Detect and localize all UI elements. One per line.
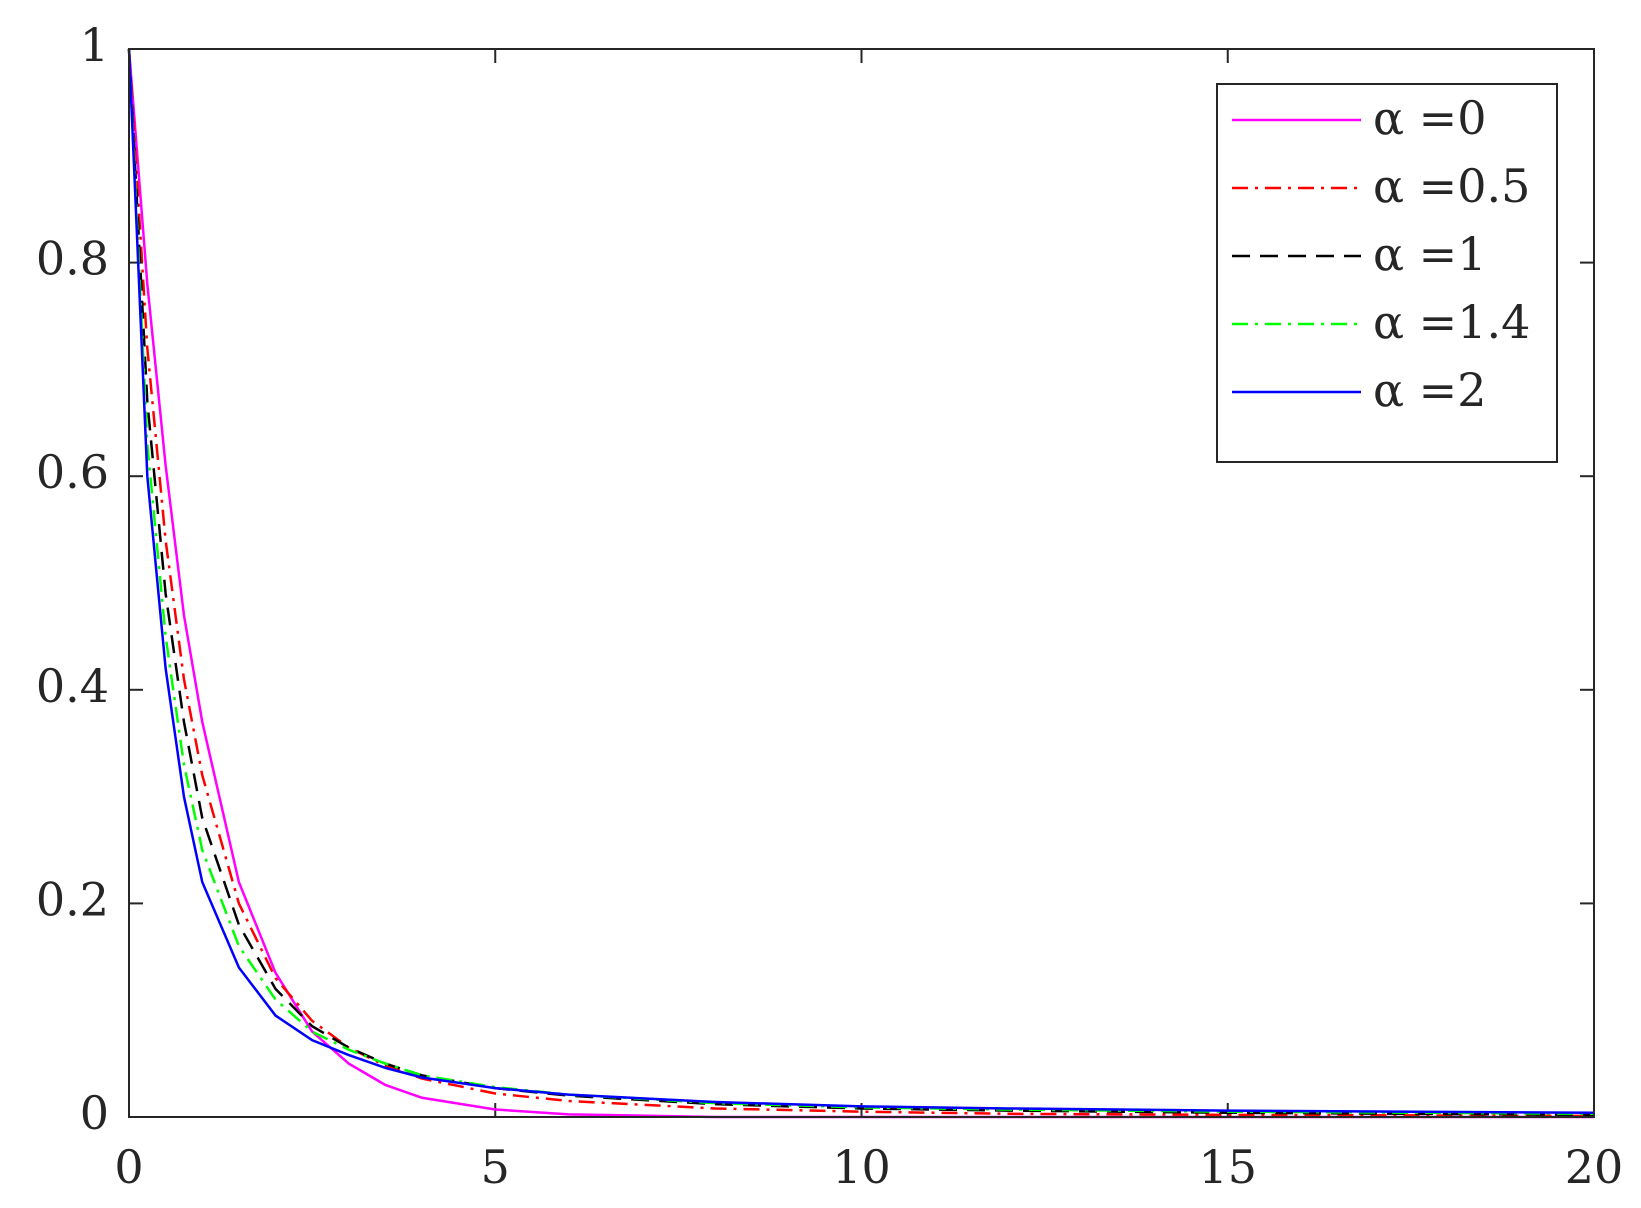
legend-label: α =0 (1373, 91, 1487, 145)
x-tick-label: 20 (1565, 1140, 1624, 1194)
y-tick-label: 0 (80, 1086, 109, 1140)
legend-label: α =1.4 (1373, 295, 1530, 349)
series-line (127, 48, 1595, 1116)
y-tick-label: 0.6 (36, 445, 109, 499)
legend-label: α =2 (1373, 363, 1487, 417)
x-tick-label: 15 (1198, 1140, 1257, 1194)
legend-label: α =1 (1373, 227, 1487, 281)
x-tick-label: 0 (114, 1140, 143, 1194)
legend-box (1216, 83, 1558, 463)
y-tick-label: 1 (80, 18, 109, 72)
legend-label: α =0.5 (1373, 159, 1530, 213)
x-tick-label: 10 (832, 1140, 891, 1194)
axes-box (128, 48, 1595, 1118)
y-tick-label: 0.2 (36, 872, 109, 926)
y-tick-label: 0.8 (36, 232, 109, 286)
x-tick-label: 5 (481, 1140, 510, 1194)
series-line (127, 48, 1595, 1114)
y-tick-label: 0.4 (36, 659, 109, 713)
